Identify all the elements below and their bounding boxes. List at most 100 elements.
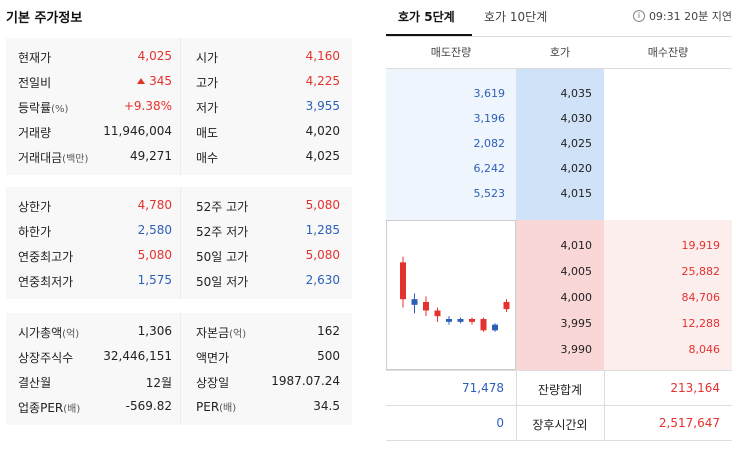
ask-price[interactable]: 4,015 [560,187,593,200]
tab-orderbook-10[interactable]: 호가 10단계 [484,10,548,24]
divider [386,440,732,441]
bid-qty: 84,706 [681,291,721,304]
value: 5,080 [306,198,340,212]
value-text: 3,955 [305,99,340,113]
label: 52주 저가 [196,223,248,240]
divider [386,405,732,406]
label: 시가 [196,49,218,66]
value: 162 [317,324,340,338]
value-text: 2,580 [137,223,172,237]
label: 50일 저가 [196,273,248,290]
label: PER(배) [196,399,236,414]
value-text: 5,080 [305,198,340,212]
value: 5,080 [306,248,340,262]
after-hours-ask-qty: 0 [496,416,504,430]
candle-body [411,299,418,305]
label: 결산월 [18,374,51,391]
label-text: 결산월 [18,376,52,390]
value: 1,285 [306,223,340,237]
bid-price[interactable]: 4,010 [560,239,593,252]
label-text: 50일 저가 [196,275,249,289]
candle-body [423,302,429,311]
bid-qty: 25,882 [681,265,721,278]
mini-candle-chart [386,220,516,370]
label-text: 현재가 [18,51,52,65]
label-text: 등락률 [18,101,52,115]
info-row: 하한가 2,580 52주 저가 1,285 [6,218,352,243]
value-text: 12월 [145,376,172,390]
ask-qty-area [386,69,516,220]
ask-price[interactable]: 4,020 [560,162,593,175]
value-text: 5,080 [305,248,340,262]
total-qty-label: 잔량합계 [537,383,583,397]
tab-orderbook-5[interactable]: 호가 5단계 [398,10,455,24]
value: +9.38% [124,99,172,113]
label: 상한가 [18,198,51,215]
value-text: 4,160 [305,49,340,63]
label: 저가 [196,99,218,116]
bid-price[interactable]: 3,990 [560,343,593,356]
value: 4,225 [306,74,340,88]
unit: (배) [63,404,81,415]
info-row: 거래대금(백만) 49,271 매수 4,025 [6,144,352,169]
value-text: 49,271 [130,149,172,163]
label-text: 연중최고가 [18,250,74,264]
after-hours-bid-qty: 2,517,647 [658,416,720,430]
label: 시가총액(억) [18,324,79,341]
label: 업종PER(배) [18,399,80,416]
bid-price[interactable]: 4,005 [560,265,593,278]
label: 연중최고가 [18,248,73,265]
label-text: 거래대금 [18,151,63,165]
unit: (백만) [62,154,89,165]
value: 3,955 [306,99,340,113]
delay-status: i 09:31 20분 지연 [632,8,732,24]
label: 거래량 [18,124,51,141]
info-group: 상한가 4,780 52주 고가 5,080 하한가 2,580 52주 저가 1,285 연중… [6,187,352,299]
bid-price[interactable]: 3,995 [560,317,593,330]
value: 2,630 [306,273,340,287]
info-row: 상한가 4,780 52주 고가 5,080 [6,193,352,218]
label: 매수 [196,149,218,166]
divider [386,68,732,69]
ask-price[interactable]: 4,035 [560,87,593,100]
ask-price[interactable]: 4,025 [560,137,593,150]
delay-status-text: 09:31 20분 지연 [648,10,732,23]
label-text: 시가총액 [18,326,63,340]
ask-qty: 2,082 [473,137,506,150]
divider [386,370,732,371]
value: 345 [137,74,172,88]
info-row: 연중최고가 5,080 50일 고가 5,080 [6,243,352,268]
info-row: 업종PER(배) -569.82 PER(배) 34.5 [6,394,352,419]
label: 액면가 [196,349,229,366]
info-row: 전일비 345 고가 4,225 [6,69,352,94]
value-text: 4,025 [305,149,340,163]
ask-qty: 5,523 [473,187,506,200]
label: 자본금(억) [196,324,246,341]
candle-body [446,319,452,322]
label: 거래대금(백만) [18,149,88,166]
value: 11,946,004 [103,124,172,138]
ask-qty: 6,242 [473,162,506,175]
divider [386,36,732,37]
after-hours-label: 장후시간외 [532,418,588,432]
label-text: 상장일 [196,376,230,390]
bid-price[interactable]: 4,000 [560,291,593,304]
label-text: 연중최저가 [18,275,74,289]
header-price: 호가 [549,46,571,59]
ask-price[interactable]: 4,030 [560,112,593,125]
value-text: 345 [149,74,172,88]
label-text: 자본금 [196,326,230,340]
label-text: 52주 고가 [196,200,249,214]
info-row: 결산월 12월 상장일 1987.07.24 [6,369,352,394]
label-text: 상한가 [18,200,52,214]
value-text: 162 [317,324,340,338]
up-triangle-icon [137,78,146,84]
header-bid-qty: 매수잔량 [647,46,689,59]
value-text: 4,780 [137,198,172,212]
value-text: 1987.07.24 [271,374,340,388]
value-text: 1,285 [305,223,340,237]
candle-chart-svg [400,256,510,332]
value-text: 1,306 [137,324,172,338]
bid-qty: 19,919 [681,239,721,252]
info-icon[interactable]: i [632,10,645,22]
